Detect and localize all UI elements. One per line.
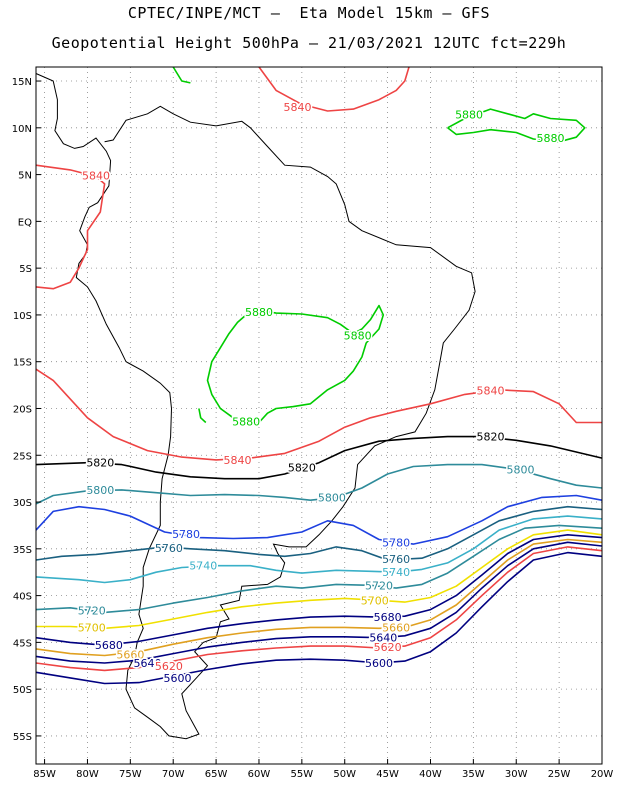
contour-5620 — [35, 546, 603, 672]
contour-label: 5880 — [232, 416, 260, 429]
contour-label: 5680 — [374, 611, 402, 624]
contour-label: 5880 — [537, 132, 565, 145]
lat-tick-label: 35S — [13, 545, 32, 556]
contour-label: 5880 — [245, 306, 273, 319]
contour-label: 5840 — [224, 454, 252, 467]
contour-5840 — [35, 164, 106, 290]
lat-tick-label: 55S — [13, 732, 32, 743]
lat-tick-label: 10N — [12, 124, 32, 135]
contour-5640 — [35, 541, 603, 664]
contour-label: 5780 — [382, 536, 410, 549]
contour-label: 5600 — [365, 657, 393, 670]
contour-5880 — [172, 66, 191, 84]
lat-tick-label: 5S — [19, 264, 32, 275]
contour-5800 — [35, 463, 603, 505]
contour-label: 5820 — [288, 461, 316, 474]
contour-5840 — [35, 368, 602, 461]
contour-label: 5620 — [155, 660, 183, 673]
contour-label: 5780 — [172, 528, 200, 541]
lon-tick-label: 20W — [591, 769, 614, 780]
contour-5840 — [258, 66, 410, 112]
lat-tick-label: 5N — [18, 171, 32, 182]
contour-5680 — [35, 533, 603, 647]
contour-label: 5760 — [382, 553, 410, 566]
lon-tick-label: 50W — [333, 769, 356, 780]
contour-label: 5820 — [477, 431, 505, 444]
contour-label: 5880 — [455, 109, 483, 122]
lon-tick-label: 70W — [162, 769, 185, 780]
contour-5880 — [447, 108, 586, 143]
contour-labels: 5840 5880 5880 5840 5880 5880 5880 5840 5840 5820… — [76, 100, 566, 687]
contour-5880 — [206, 304, 385, 427]
contour-5780 — [35, 494, 603, 545]
map-title-line-1: CPTEC/INPE/MCT – Eta Model 15km – GFS — [127, 4, 491, 22]
contour-label: 5680 — [95, 639, 123, 652]
lon-tick-label: 40W — [419, 769, 442, 780]
map-title-line-2: Geopotential Height 500hPa – 21/03/2021 … — [51, 34, 567, 52]
contour-label: 5740 — [189, 560, 217, 573]
contour-5820 — [35, 435, 603, 480]
contour-5700 — [36, 529, 603, 630]
contour-5720 — [35, 524, 603, 614]
contour-lines — [35, 66, 603, 685]
contour-label: 5600 — [164, 672, 192, 685]
contour-label: 5640 — [369, 632, 397, 645]
lon-tick-label: 30W — [505, 769, 528, 780]
lon-tick-label: 25W — [548, 769, 571, 780]
lat-tick-label: 40S — [13, 592, 32, 603]
lon-tick-label: 85W — [33, 769, 56, 780]
lat-tick-label: EQ — [18, 217, 32, 228]
contour-label: 5880 — [344, 330, 372, 343]
lat-tick-label: 25S — [13, 451, 32, 462]
contour-5880 — [198, 408, 207, 424]
contour-label: 5820 — [86, 457, 114, 470]
contour-label: 5720 — [78, 605, 106, 618]
lat-tick-label: 15N — [12, 77, 32, 88]
lon-tick-label: 65W — [205, 769, 228, 780]
contour-label: 5840 — [284, 101, 312, 114]
contour-label: 5640 — [133, 657, 161, 670]
contour-label: 5700 — [361, 594, 389, 607]
lat-tick-label: 50S — [13, 685, 32, 696]
contour-label: 5840 — [82, 170, 110, 183]
contour-5600 — [35, 551, 603, 685]
contour-label: 5800 — [86, 484, 114, 497]
contour-5760 — [35, 505, 603, 561]
lat-tick-label: 10S — [13, 311, 32, 322]
contour-label: 5760 — [155, 542, 183, 555]
axis-ticks: 15N 10N 5N EQ 5S 10S 15S 20S 25S 30S 35S 40S 45S 50S 5… — [12, 77, 614, 780]
contour-5660 — [35, 538, 603, 657]
lat-tick-label: 15S — [13, 358, 32, 369]
contour-label: 5700 — [78, 621, 106, 634]
lat-tick-label: 45S — [13, 638, 32, 649]
lon-tick-label: 60W — [248, 769, 271, 780]
contour-label: 5660 — [116, 649, 144, 662]
lon-tick-label: 35W — [462, 769, 485, 780]
lat-tick-label: 20S — [13, 404, 32, 415]
contour-label: 5660 — [382, 621, 410, 634]
lon-tick-label: 80W — [76, 769, 99, 780]
lon-tick-label: 55W — [291, 769, 314, 780]
contour-label: 5840 — [477, 385, 505, 398]
contour-label: 5800 — [507, 463, 535, 476]
contour-label: 5620 — [374, 641, 402, 654]
contour-label: 5800 — [318, 491, 346, 504]
lat-tick-label: 30S — [13, 498, 32, 509]
contour-5740 — [35, 515, 603, 584]
contour-label: 5720 — [365, 579, 393, 592]
map-frame — [35, 66, 603, 765]
lon-tick-label: 45W — [376, 769, 399, 780]
contour-label: 5740 — [382, 566, 410, 579]
lon-tick-label: 75W — [119, 769, 142, 780]
